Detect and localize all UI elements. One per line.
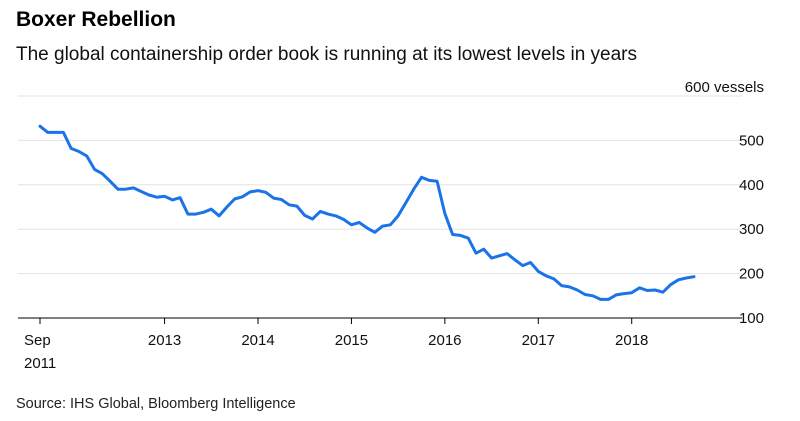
x-tick-label-2013: 2013 [148, 332, 181, 349]
x-tick-label-2015: 2015 [335, 332, 368, 349]
y-tick-label-400: 400 [739, 177, 764, 194]
chart-title: Boxer Rebellion [16, 8, 176, 31]
y-tick-label-300: 300 [739, 221, 764, 238]
x-tick-label-2017: 2017 [522, 332, 555, 349]
y-tick-label-200: 200 [739, 266, 764, 283]
x-tick-label-2011: 2011 [24, 355, 56, 372]
y-tick-label-600: 600 vessels [685, 79, 764, 96]
chart-subtitle: The global containership order book is r… [16, 44, 637, 65]
series-line-0 [38, 124, 696, 301]
x-tick-label-Sep: Sep [24, 332, 51, 349]
y-tick-label-500: 500 [739, 132, 764, 149]
x-tick-label-2018: 2018 [615, 332, 648, 349]
x-tick-label-2016: 2016 [428, 332, 461, 349]
x-tick-label-2014: 2014 [241, 332, 274, 349]
source-note: Source: IHS Global, Bloomberg Intelligen… [16, 396, 296, 412]
y-tick-label-100: 100 [739, 310, 764, 327]
